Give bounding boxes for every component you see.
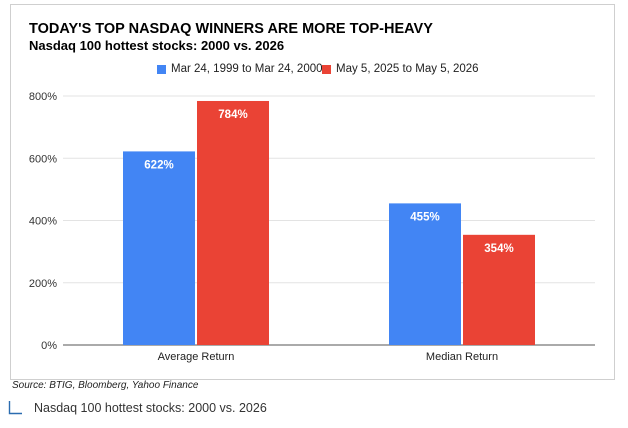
legend-label-series-2: May 5, 2025 to May 5, 2026	[336, 63, 479, 75]
corner-arrow-icon	[8, 401, 22, 415]
data-label: 354%	[484, 243, 513, 255]
y-tick-label: 200%	[29, 278, 57, 290]
bar-chart: 0% 200% 400% 600% 800% 622% 784% Average Return…	[29, 91, 595, 363]
bar	[389, 203, 461, 345]
bar	[463, 234, 535, 345]
chart-title: TODAY'S TOP NASDAQ WINNERS ARE MORE TOP-…	[29, 21, 433, 37]
figure-caption: Nasdaq 100 hottest stocks: 2000 vs. 2026	[8, 401, 267, 415]
figure-caption-text: Nasdaq 100 hottest stocks: 2000 vs. 2026	[34, 401, 267, 415]
y-tick-label: 800%	[29, 91, 57, 103]
y-tick-label: 400%	[29, 216, 57, 228]
data-label: 622%	[144, 159, 173, 171]
bar	[197, 100, 269, 345]
legend-swatch-series-2	[322, 64, 331, 74]
chart-card: TODAY'S TOP NASDAQ WINNERS ARE MORE TOP-…	[10, 4, 615, 380]
legend-swatch-series-1	[157, 64, 166, 74]
legend-label-series-1: Mar 24, 1999 to Mar 24, 2000	[171, 63, 323, 75]
y-tick-label: 600%	[29, 153, 57, 165]
legend-item-series-1: Mar 24, 1999 to Mar 24, 2000	[157, 63, 323, 75]
y-tick-label: 0%	[41, 340, 57, 352]
chart-subtitle: Nasdaq 100 hottest stocks: 2000 vs. 2026	[29, 38, 285, 53]
x-tick-label: Median Return	[426, 351, 498, 363]
x-tick-label: Average Return	[158, 351, 235, 363]
data-label: 455%	[410, 211, 439, 223]
legend-item-series-2: May 5, 2025 to May 5, 2026	[322, 63, 479, 75]
bar	[123, 151, 195, 345]
source-note: Source: BTIG, Bloomberg, Yahoo Finance	[12, 380, 199, 391]
data-label: 784%	[218, 109, 247, 121]
